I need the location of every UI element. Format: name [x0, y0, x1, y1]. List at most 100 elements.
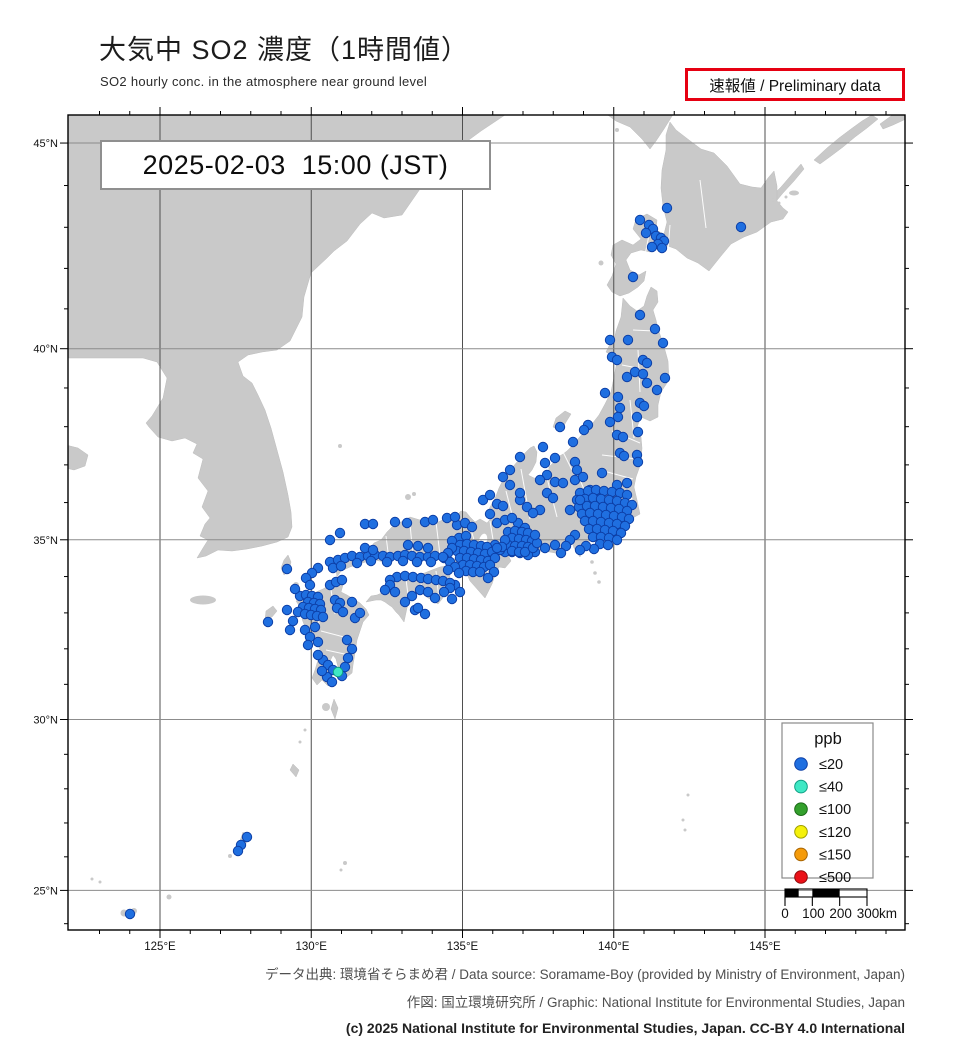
preliminary-data-badge: 速報値 / Preliminary data [685, 68, 905, 101]
legend-item-label: ≤150 [819, 847, 851, 863]
lat-tick-label: 25°N [33, 885, 58, 897]
station-dot [637, 368, 649, 380]
island [597, 580, 601, 584]
station-dot [537, 441, 549, 453]
station-dot [632, 456, 644, 468]
station-dot [429, 592, 441, 604]
station-dot [284, 624, 296, 636]
island [643, 121, 649, 127]
prefecture-border [435, 521, 441, 556]
lat-tick-label: 35°N [33, 535, 58, 547]
station-dot [367, 518, 379, 530]
footer-graphic-credit: 作図: 国立環境研究所 / Graphic: National Institut… [406, 995, 905, 1010]
station-dot [596, 467, 608, 479]
station-dot [287, 615, 299, 627]
station-dot [661, 202, 673, 214]
prefecture-border [699, 179, 707, 229]
island [637, 116, 641, 120]
station-dot [632, 426, 644, 438]
station-dot [640, 227, 652, 239]
footer-copyright: (c) 2025 National Institute for Environm… [345, 1020, 905, 1036]
island [90, 877, 94, 881]
station-dot [529, 529, 541, 541]
scalebar-segment [812, 889, 840, 897]
island [322, 703, 330, 711]
station-dot [491, 542, 503, 554]
station-dot [539, 542, 551, 554]
station-dot [564, 504, 576, 516]
station-dot [657, 337, 669, 349]
station-dot [617, 431, 629, 443]
station-dot [622, 334, 634, 346]
station-dot [599, 387, 611, 399]
station-dot [560, 540, 572, 552]
legend-item-label: ≤120 [819, 825, 851, 841]
landmass [606, 121, 789, 297]
station-dot [651, 384, 663, 396]
station-dot [604, 334, 616, 346]
lat-tick-label: 45°N [33, 138, 58, 150]
station-dot [614, 402, 626, 414]
scalebar-label: 0 [781, 906, 789, 921]
station-dot [497, 500, 509, 512]
island [686, 793, 690, 797]
island [598, 260, 604, 266]
station-dot [547, 492, 559, 504]
station-dot [379, 584, 391, 596]
station-dot [342, 652, 354, 664]
station-dot [656, 242, 668, 254]
legend-item-label: ≤500 [819, 870, 851, 886]
lon-tick-label: 125°E [144, 941, 176, 953]
station-dot [422, 586, 434, 598]
lon-tick-label: 145°E [749, 941, 781, 953]
island [681, 818, 685, 822]
station-dot [354, 607, 366, 619]
station-dot [281, 563, 293, 575]
axis-ticks-layer: 25°N 30°N 35°N 40°N 45°N 125°E 130°E 135°E 140°E… [33, 107, 913, 953]
legend-title: ppb [814, 730, 842, 748]
station-dot [337, 606, 349, 618]
station-dot [571, 464, 583, 476]
station-dot [336, 574, 348, 586]
page-subtitle: SO2 hourly conc. in the atmosphere near … [100, 74, 428, 89]
station-dot [399, 596, 411, 608]
station-dot [346, 643, 358, 655]
station-dot [411, 556, 423, 568]
station-dot [504, 479, 516, 491]
map-frame [67, 114, 906, 931]
station-dot [419, 608, 431, 620]
station-dot [412, 540, 424, 552]
island [405, 494, 411, 500]
station-dot [466, 521, 478, 533]
station-dot [641, 377, 653, 389]
lon-tick-label: 140°E [598, 941, 630, 953]
station-dot [289, 583, 301, 595]
island [298, 740, 302, 744]
lat-tick-label: 30°N [33, 715, 58, 727]
station-dot [514, 451, 526, 463]
page-title: 大気中 SO2 濃度（1時間値） [99, 35, 470, 65]
station-dot [554, 421, 566, 433]
station-dot [627, 271, 639, 283]
station-dot [442, 564, 454, 576]
station-dot [634, 309, 646, 321]
station-dot [612, 411, 624, 423]
station-dot [541, 469, 553, 481]
station-dot [489, 552, 501, 564]
station-dot [397, 555, 409, 567]
station-dot [402, 539, 414, 551]
island [412, 492, 416, 496]
station-dot [422, 542, 434, 554]
landmass [68, 445, 89, 471]
station-dot [339, 661, 351, 673]
landmass [190, 595, 216, 605]
footer-data-source: データ出典: 環境省そらまめ君 / Data source: Soramame-… [265, 967, 905, 982]
legend-dot [794, 802, 808, 817]
island [784, 195, 788, 199]
station-dot [449, 511, 461, 523]
station-dot [332, 666, 344, 678]
station-dot [241, 831, 253, 843]
station-dot [312, 649, 324, 661]
station-dot [302, 639, 314, 651]
